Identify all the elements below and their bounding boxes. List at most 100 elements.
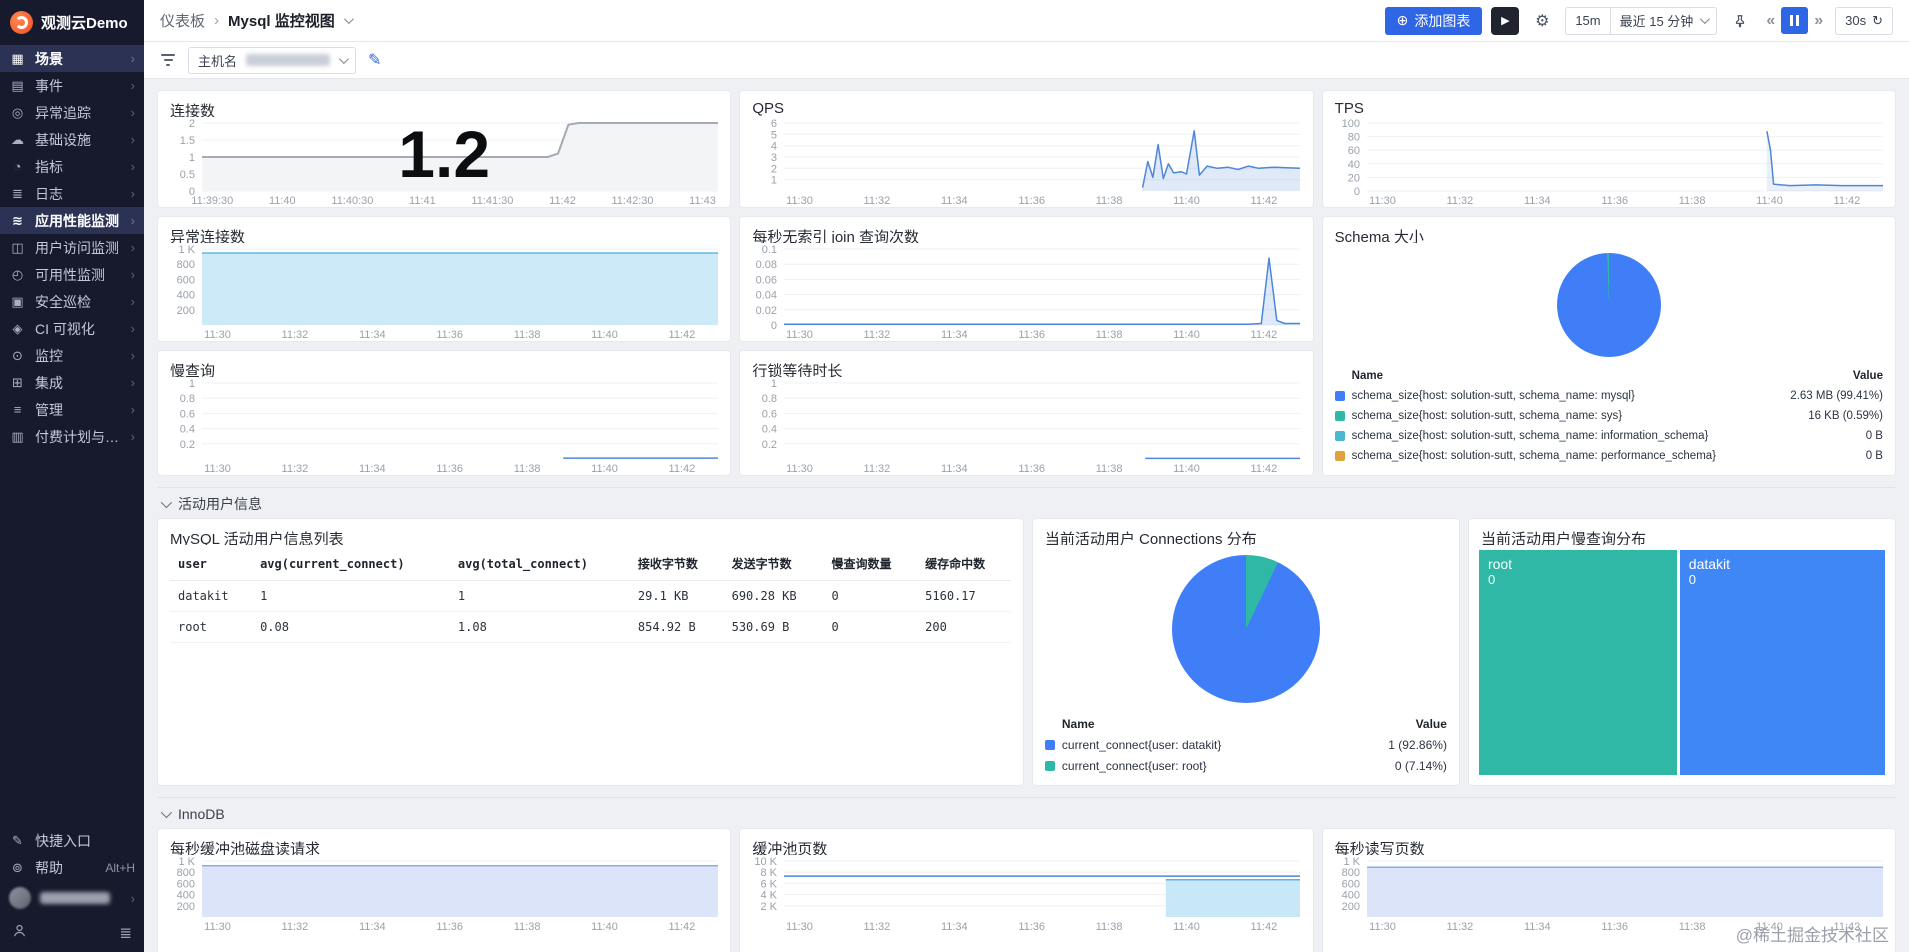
legend-name: schema_size{host: solution-sutt, schema_… (1351, 450, 1717, 462)
panel-title: 每秒无索引 join 查询次数 (752, 229, 920, 243)
replay-icon[interactable]: ▶ (1491, 6, 1520, 35)
slow-query-chart[interactable]: 1 0.8 0.6 0.4 0.2 11:30 11:32 11:34 11:36 11:38 11… (158, 377, 730, 475)
table-cell: 690.28 KB (723, 580, 824, 612)
breadcrumb-dashboards[interactable]: 仪表板 (160, 13, 206, 30)
table-column-header[interactable]: 发送字节数 (723, 547, 824, 581)
legend-row[interactable]: current_connect{user: datakit} 1 (92.86%) (1044, 734, 1447, 755)
gear-icon[interactable]: ⚙ (1528, 7, 1556, 35)
sidebar-item-infrastructure[interactable]: ☁ 基础设施 › (0, 126, 144, 153)
next-interval-button[interactable]: » (1811, 12, 1826, 30)
legend-row[interactable]: current_connect{user: root} 0 (7.14%) (1044, 755, 1447, 776)
add-chart-button[interactable]: ⊕ 添加图表 (1384, 6, 1483, 35)
sidebar-item-security[interactable]: ▣ 安全巡检 › (0, 288, 144, 315)
chevron-right-icon: › (130, 890, 135, 906)
schema-pie-wrap (1323, 243, 1895, 366)
svg-text:11:32: 11:32 (282, 921, 309, 933)
sidebar-item-logs[interactable]: ≣ 日志 › (0, 180, 144, 207)
sidebar-item-availability[interactable]: ◴ 可用性监测 › (0, 261, 144, 288)
sidebar-item-apm[interactable]: ≋ 应用性能监测 › (0, 207, 144, 234)
table-column-header[interactable]: avg(total_connect) (449, 547, 630, 581)
dashboard-content: 连接数 2 1.5 1 0.5 0 11:39:30 11:40 11:40:30 11:41 1… (144, 79, 1909, 952)
edit-filters-icon[interactable]: ✎ (368, 52, 382, 69)
sidebar-item-scenes[interactable]: ▦ 场景 › (0, 45, 144, 72)
prev-interval-button[interactable]: « (1763, 12, 1778, 30)
svg-text:80: 80 (1347, 132, 1359, 144)
legend-row[interactable]: schema_size{host: solution-sutt, schema_… (1334, 426, 1883, 446)
collapse-sidebar-icon[interactable]: ≣ (119, 924, 132, 942)
section-innodb[interactable]: InnoDB (158, 797, 1895, 829)
no-index-join-chart[interactable]: 0.1 0.08 0.06 0.04 0.02 0 11:30 11:32 11:34 11:36… (740, 243, 1312, 341)
time-range-select[interactable]: 最近 15 分钟 (1611, 11, 1717, 30)
account-icon[interactable] (12, 923, 27, 942)
svg-text:11:34: 11:34 (359, 921, 386, 933)
svg-text:11:30: 11:30 (786, 329, 813, 341)
abnormal-connections-chart[interactable]: 1 K 800 600 400 200 11:30 11:32 11:34 11:36 11:38… (158, 243, 730, 341)
pause-button[interactable] (1781, 7, 1809, 34)
sidebar-item-ci[interactable]: ◈ CI 可视化 › (0, 315, 144, 342)
logo[interactable]: 观测云Demo (0, 0, 144, 45)
legend-row[interactable]: schema_size{host: solution-sutt, schema_… (1334, 386, 1883, 406)
chevron-down-icon[interactable] (343, 14, 354, 25)
sidebar-item-management[interactable]: ≡ 管理 › (0, 396, 144, 423)
table-row[interactable]: root 0.08 1.08 854.92 B 530.69 B 0 200 (170, 611, 1011, 643)
svg-text:600: 600 (177, 274, 195, 286)
sidebar-item-label: 指标 (35, 158, 63, 175)
sidebar-item-error-tracking[interactable]: ◎ 异常追踪 › (0, 99, 144, 126)
table-cell: 854.92 B (629, 611, 724, 643)
svg-text:11:40: 11:40 (1756, 921, 1783, 933)
svg-text:11:40: 11:40 (1173, 463, 1200, 475)
connections-pie-chart[interactable] (1171, 555, 1320, 703)
schema-pie-chart[interactable] (1556, 252, 1661, 357)
connections-chart[interactable]: 2 1.5 1 0.5 0 11:39:30 11:40 11:40:30 11:41 11:41… (158, 117, 730, 207)
qps-chart[interactable]: 6 5 4 3 2 1 11:30 11:32 11:34 11:36 11:38 11:40 11:4… (740, 117, 1312, 207)
svg-text:11:42: 11:42 (549, 195, 576, 207)
tps-chart[interactable]: 100 80 60 40 20 0 11:30 11:32 11:34 11:36 11:38 11:… (1323, 117, 1895, 207)
svg-text:11:36: 11:36 (436, 921, 463, 933)
sidebar-item-billing[interactable]: ▥ 付费计划与账单 › (0, 423, 144, 450)
host-select[interactable]: 主机名 (188, 46, 357, 74)
svg-text:200: 200 (1341, 901, 1359, 913)
treemap-block-root[interactable]: root 0 (1478, 550, 1677, 775)
table-column-header[interactable]: 缓存命中数 (917, 547, 1011, 581)
sidebar-item-monitoring[interactable]: ⊙ 监控 › (0, 342, 144, 369)
sidebar-item-quick-entry[interactable]: ✎ 快捷入口 (0, 827, 144, 854)
svg-text:11:32: 11:32 (282, 463, 309, 475)
pin-icon[interactable] (1726, 7, 1754, 35)
read-write-pages-chart[interactable]: 1 K 800 600 400 200 11:30 11:32 11:34 11:36 11:38… (1323, 855, 1895, 933)
svg-text:11:34: 11:34 (941, 195, 968, 207)
svg-text:11:41: 11:41 (409, 195, 436, 207)
table-column-header[interactable]: 接收字节数 (629, 547, 724, 581)
panel-no-index-join: 每秒无索引 join 查询次数 0.1 0.08 0.06 0.04 0.02 0 11:3… (740, 217, 1313, 341)
chevron-right-icon: › (130, 348, 135, 363)
time-preset[interactable]: 15m (1566, 7, 1611, 34)
legend-name: schema_size{host: solution-sutt, schema_… (1351, 410, 1623, 422)
row-lock-wait-chart[interactable]: 1 0.8 0.6 0.4 0.2 11:30 11:32 11:34 11:36 11:38 11… (740, 377, 1312, 475)
svg-text:600: 600 (177, 878, 195, 890)
legend-row[interactable]: schema_size{host: solution-sutt, schema_… (1334, 446, 1883, 466)
sidebar-item-integrations[interactable]: ⊞ 集成 › (0, 369, 144, 396)
svg-text:400: 400 (1341, 890, 1359, 902)
sidebar-item-rum[interactable]: ◫ 用户访问监测 › (0, 234, 144, 261)
svg-text:0.8: 0.8 (762, 393, 777, 405)
sidebar-item-events[interactable]: ▤ 事件 › (0, 72, 144, 99)
table-column-header[interactable]: 慢查询数量 (823, 547, 918, 581)
sidebar-item-metrics[interactable]: ◔ 指标 › (0, 153, 144, 180)
table-row[interactable]: datakit 1 1 29.1 KB 690.28 KB 0 5160.17 (170, 580, 1011, 612)
chevron-down-icon (338, 53, 349, 64)
filter-icon[interactable] (160, 54, 176, 66)
buffer-disk-reads-chart[interactable]: 1 K 800 600 400 200 11:30 11:32 11:34 11:36 11:38… (158, 855, 730, 933)
section-active-users[interactable]: 活动用户信息 (158, 487, 1895, 519)
table-column-header[interactable]: avg(current_connect) (252, 547, 450, 581)
table-column-header[interactable]: user (170, 547, 253, 581)
breadcrumb-current[interactable]: Mysql 监控视图 (228, 13, 335, 30)
refresh-control[interactable]: 30s ↻ (1835, 6, 1893, 35)
treemap-block-datakit[interactable]: datakit 0 (1679, 550, 1885, 775)
legend-swatch (1334, 411, 1345, 421)
sidebar-user[interactable]: › (0, 881, 144, 915)
refresh-icon: ↻ (1872, 12, 1883, 28)
svg-text:0.02: 0.02 (756, 305, 777, 317)
legend-row[interactable]: schema_size{host: solution-sutt, schema_… (1334, 406, 1883, 426)
svg-text:11:41:30: 11:41:30 (471, 195, 513, 207)
sidebar-item-help[interactable]: ⊚ 帮助 Alt+H (0, 854, 144, 881)
